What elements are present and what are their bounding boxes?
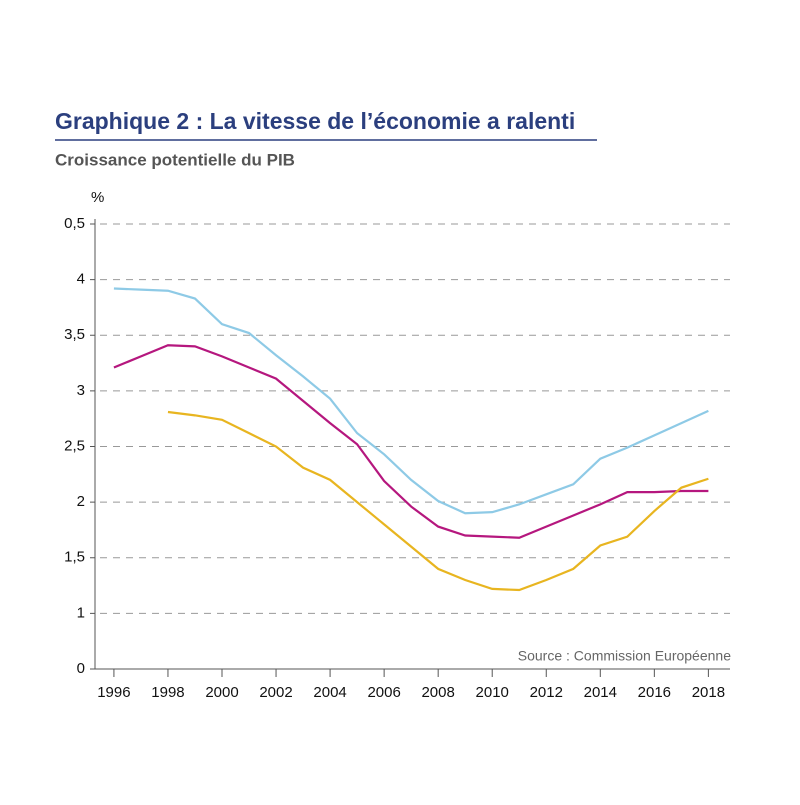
x-tick-label: 2014	[584, 684, 617, 701]
x-tick-label: 2016	[638, 684, 671, 701]
source: Source : Commission Européenne	[518, 648, 731, 664]
chart-subtitle: Croissance potentielle du PIB	[55, 150, 295, 169]
chart-title: Graphique 2 : La vitesse de l’économie a…	[55, 108, 575, 134]
y-tick-label: 0,5	[64, 215, 85, 232]
y-tick-label: 3	[77, 382, 85, 399]
y-tick-label: 3,5	[64, 326, 85, 343]
y-tick-label: 2,5	[64, 437, 85, 454]
x-tick-label: 2008	[421, 684, 454, 701]
y-tick-label: 0	[77, 660, 85, 677]
series-line	[113, 287, 709, 515]
series-line	[167, 410, 709, 592]
x-tick-label: 1998	[151, 684, 184, 701]
x-tick-label: 1996	[97, 684, 130, 701]
series-line	[113, 344, 709, 539]
y-tick-label: 4	[77, 271, 85, 288]
y-unit: %	[91, 189, 104, 206]
y-tick-label: 1,5	[64, 549, 85, 566]
x-tick-label: 2018	[692, 684, 725, 701]
y-tick-label: 1	[77, 604, 85, 621]
x-tick-label: 2004	[313, 684, 346, 701]
x-tick-label: 2002	[259, 684, 292, 701]
x-tick-label: 2012	[530, 684, 563, 701]
x-tick-label: 2010	[476, 684, 509, 701]
x-tick-label: 2000	[205, 684, 238, 701]
y-tick-label: 2	[77, 493, 85, 510]
x-tick-label: 2006	[367, 684, 400, 701]
